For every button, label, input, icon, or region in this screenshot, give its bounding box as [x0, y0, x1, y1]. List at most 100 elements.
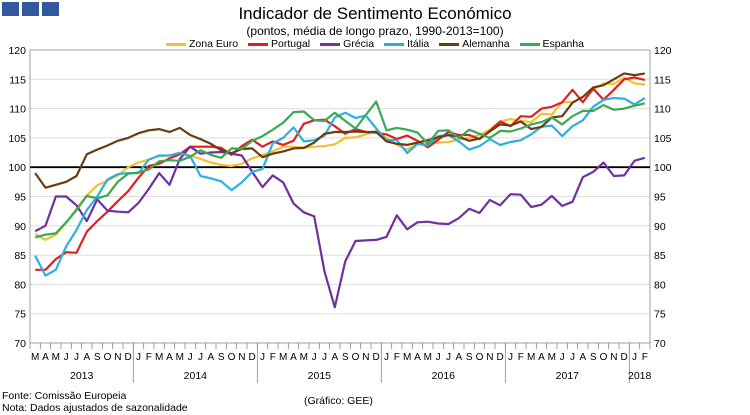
legend-swatch [384, 42, 405, 46]
month-label: J [570, 352, 575, 363]
legend-swatch [248, 42, 269, 46]
legend-swatch [519, 42, 540, 46]
month-label: M [155, 352, 163, 363]
series-line-espanha [34, 100, 646, 239]
month-label: J [322, 352, 327, 363]
y-tick-label-right: 85 [654, 250, 666, 262]
month-label: J [384, 352, 389, 363]
source-note: Fonte: Comissão Europeia [2, 390, 127, 402]
month-label: D [497, 352, 504, 363]
adjustment-note: Nota: Dados ajustados de sazonalidade [2, 402, 188, 414]
y-tick-label-right: 120 [654, 45, 672, 57]
legend-item: Espanha [519, 38, 584, 50]
month-label: J [188, 352, 193, 363]
y-tick-label-right: 70 [654, 338, 666, 350]
month-label: O [352, 352, 360, 363]
month-label: J [508, 352, 513, 363]
month-label: N [362, 352, 369, 363]
y-tick-label-right: 95 [654, 192, 666, 204]
y-tick-label-left: 90 [14, 221, 26, 233]
month-label: A [331, 352, 338, 363]
legend-item: Grécia [320, 38, 374, 50]
y-tick-label-right: 105 [654, 133, 672, 145]
month-label: O [104, 352, 112, 363]
year-label: 2016 [432, 370, 456, 382]
year-label: 2014 [184, 370, 208, 382]
month-label: M [527, 352, 535, 363]
y-tick-label-right: 75 [654, 309, 666, 321]
month-label: A [290, 352, 297, 363]
month-label: J [136, 352, 141, 363]
month-label: J [198, 352, 203, 363]
legend-swatch [439, 42, 460, 46]
y-tick-label-right: 115 [654, 74, 671, 86]
month-label: J [436, 352, 441, 363]
month-label: F [394, 352, 400, 363]
legend-label: Alemanha [462, 38, 510, 50]
month-label: O [600, 352, 608, 363]
legend-label: Espanha [542, 38, 584, 50]
month-label: D [249, 352, 256, 363]
month-label: F [642, 352, 648, 363]
month-label: D [621, 352, 628, 363]
month-label: M [279, 352, 287, 363]
month-label: A [455, 352, 462, 363]
month-label: N [114, 352, 121, 363]
month-label: D [373, 352, 380, 363]
series-line-zona euro [34, 76, 645, 241]
month-label: N [610, 352, 617, 363]
series-line-portugal [35, 76, 646, 271]
year-label: 2013 [70, 370, 94, 382]
month-label: N [238, 352, 245, 363]
month-label: M [548, 352, 556, 363]
legend-swatch [320, 42, 341, 46]
y-tick-label-right: 110 [654, 104, 671, 116]
y-tick-label-left: 115 [9, 74, 26, 86]
y-tick-label-left: 110 [9, 104, 26, 116]
legend-item: Alemanha [439, 38, 510, 50]
month-label: J [446, 352, 451, 363]
month-label: A [538, 352, 545, 363]
month-label: O [476, 352, 484, 363]
year-label: 2015 [308, 370, 332, 382]
series-line-itália [34, 96, 646, 277]
month-label: F [146, 352, 152, 363]
y-tick-label-left: 100 [8, 162, 26, 174]
year-label: 2017 [556, 370, 580, 382]
legend-item: Portugal [248, 38, 310, 50]
gee-logo [2, 2, 59, 16]
month-label: N [486, 352, 493, 363]
legend-item: Zona Euro [166, 38, 238, 50]
line-chart: 70 70 75 75 80 80 85 85 90 90 95 95 100 100 105 105 110 1… [8, 45, 672, 383]
y-tick-label-left: 105 [8, 133, 26, 145]
month-label: M [176, 352, 184, 363]
month-label: O [228, 352, 236, 363]
y-tick-label-left: 70 [14, 338, 26, 350]
month-label: A [42, 352, 49, 363]
y-tick-label-left: 80 [14, 279, 26, 291]
y-tick-label-left: 75 [14, 309, 26, 321]
month-label: J [312, 352, 317, 363]
month-label: A [166, 352, 173, 363]
month-label: M [300, 352, 308, 363]
month-label: M [403, 352, 411, 363]
month-label: F [518, 352, 524, 363]
month-label: A [579, 352, 586, 363]
month-label: M [52, 352, 60, 363]
month-label: S [218, 352, 225, 363]
chart-subtitle: (pontos, média de longo prazo, 1990-2013… [246, 24, 504, 38]
month-label: J [260, 352, 265, 363]
y-tick-label-left: 95 [14, 192, 26, 204]
year-label: 2018 [628, 370, 652, 382]
month-label: F [270, 352, 276, 363]
month-label: S [94, 352, 101, 363]
month-label: J [632, 352, 637, 363]
y-tick-label-right: 90 [654, 221, 666, 233]
month-label: J [64, 352, 69, 363]
y-tick-label-left: 120 [8, 45, 26, 57]
legend-label: Grécia [343, 38, 375, 50]
series-line-alemanha [34, 72, 645, 189]
month-label: S [342, 352, 349, 363]
month-label: A [83, 352, 90, 363]
y-tick-label-right: 100 [654, 162, 672, 174]
